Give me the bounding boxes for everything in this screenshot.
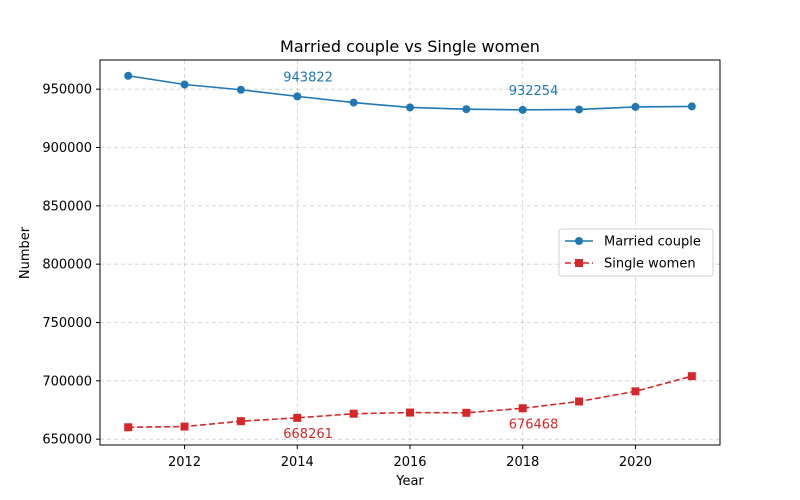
data-point xyxy=(575,397,584,406)
data-point xyxy=(349,409,358,418)
y-axis-title: Number xyxy=(18,226,33,279)
chart-title: Married couple vs Single women xyxy=(280,37,540,56)
data-point xyxy=(518,404,527,413)
data-point xyxy=(687,102,696,111)
x-tick-label: 2012 xyxy=(168,455,201,470)
y-tick-label: 700000 xyxy=(42,374,92,389)
data-point xyxy=(462,408,471,417)
data-point xyxy=(236,85,245,94)
y-tick-label: 850000 xyxy=(42,199,92,214)
y-tick-label: 650000 xyxy=(42,433,92,448)
data-point xyxy=(518,105,527,114)
y-tick-label: 900000 xyxy=(42,141,92,156)
data-point xyxy=(462,105,471,114)
y-tick-label: 750000 xyxy=(42,316,92,331)
x-axis-title: Year xyxy=(395,474,424,489)
data-label: 668261 xyxy=(283,427,333,442)
legend-marker xyxy=(575,259,583,267)
data-point xyxy=(631,387,640,396)
legend-marker xyxy=(575,237,583,245)
legend-label-0: Married couple xyxy=(604,235,701,250)
data-point xyxy=(575,105,584,114)
x-tick-label: 2020 xyxy=(619,455,652,470)
axes: 2012 2014 2016 2018 2020 650000 700000 750000 80… xyxy=(42,59,721,470)
data-point xyxy=(124,423,133,432)
data-point xyxy=(406,408,414,417)
y-tick-label: 950000 xyxy=(42,83,92,98)
legend-box xyxy=(558,228,714,277)
data-point xyxy=(406,103,414,112)
data-point xyxy=(349,98,358,107)
y-tick-label: 800000 xyxy=(42,258,92,273)
data-point xyxy=(293,413,302,422)
data-point xyxy=(293,92,302,101)
legend: Married couple Single women xyxy=(558,228,714,277)
data-point xyxy=(631,102,640,111)
data-point xyxy=(180,80,189,89)
x-tick-label: 2016 xyxy=(393,455,426,470)
data-point xyxy=(687,372,696,381)
annotations: 943822 932254 668261 676468 xyxy=(283,70,558,441)
series-layer xyxy=(124,71,696,432)
x-tick-label: 2014 xyxy=(281,455,314,470)
legend-label-1: Single women xyxy=(604,257,696,272)
x-tick-label: 2018 xyxy=(506,455,539,470)
data-point xyxy=(124,71,133,80)
data-label: 932254 xyxy=(509,84,559,99)
data-point xyxy=(236,417,245,426)
data-point xyxy=(180,422,189,431)
data-label: 676468 xyxy=(509,417,559,432)
data-label: 943822 xyxy=(283,70,333,85)
